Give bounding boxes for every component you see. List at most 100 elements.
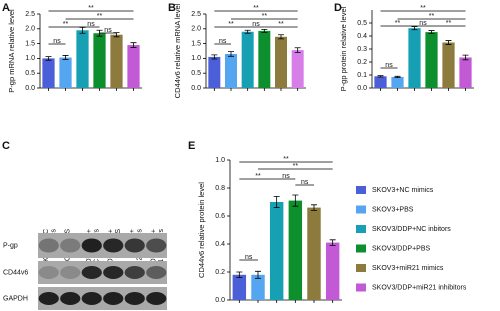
y-tick-label: 0.1 — [357, 72, 367, 79]
y-tick-label: 2.0 — [191, 26, 201, 33]
bar — [42, 58, 55, 88]
bar — [93, 33, 106, 88]
bar — [408, 28, 421, 88]
blot-band — [60, 266, 81, 279]
significance-label: ** — [63, 21, 69, 28]
significance-label: ** — [429, 13, 435, 20]
significance-label: ** — [88, 5, 94, 12]
y-axis-title: CD44v6 relative mRNA level — [173, 3, 182, 98]
blot-band — [81, 292, 102, 305]
blot-band — [146, 238, 167, 253]
bar — [391, 76, 404, 88]
legend-swatch — [356, 225, 366, 233]
blot-band — [38, 238, 59, 253]
significance-label: ** — [395, 20, 401, 27]
significance-label: ns — [419, 20, 427, 27]
y-tick-label: 1.0 — [25, 55, 35, 62]
blot-band — [103, 238, 124, 253]
blot-band — [38, 292, 59, 305]
error-bar — [445, 40, 452, 45]
bar — [127, 45, 140, 88]
panel-label: C — [2, 140, 10, 152]
panel-label: A — [2, 2, 10, 14]
error-bar — [45, 56, 52, 61]
bar — [225, 53, 237, 88]
bar — [76, 30, 89, 89]
bar — [110, 34, 123, 88]
legend-label: SKOV3/DDP+NC inbitors — [372, 226, 451, 233]
blot-band — [81, 266, 102, 279]
error-bar — [329, 239, 336, 246]
significance-label: ns — [104, 27, 112, 34]
error-bar — [130, 42, 137, 48]
error-bar — [255, 270, 261, 279]
blot-band — [124, 238, 145, 253]
blot-band — [103, 292, 124, 305]
error-bar — [273, 196, 280, 208]
error-bar — [462, 54, 469, 61]
blot-band — [60, 238, 81, 253]
significance-label: ** — [253, 5, 259, 12]
legend-swatch — [356, 264, 366, 272]
legend-swatch — [356, 205, 366, 214]
y-tick-label: 0.0 — [215, 297, 225, 304]
error-bar — [377, 75, 384, 78]
row-label: GAPDH — [3, 295, 28, 302]
error-bar — [428, 30, 435, 35]
bar — [59, 57, 72, 88]
y-tick-label: 0.5 — [357, 20, 367, 27]
error-bar — [236, 271, 243, 278]
significance-label: ns — [252, 21, 260, 28]
significance-label: ns — [219, 38, 227, 45]
error-bar — [228, 51, 234, 57]
y-tick-label: 0.3 — [357, 46, 367, 53]
error-bar — [311, 204, 317, 211]
bar — [425, 32, 438, 88]
error-bar — [394, 75, 401, 78]
bar — [288, 200, 303, 300]
y-tick-label: 0.4 — [215, 241, 225, 248]
y-axis-title: P-gp mRNA relative level — [7, 9, 16, 93]
y-tick-label: 0.5 — [191, 70, 201, 77]
panel-label: D — [334, 2, 342, 14]
bar — [269, 202, 284, 300]
legend-swatch — [356, 283, 366, 292]
y-tick-label: 0.2 — [215, 269, 225, 276]
row-label: P-gp — [3, 242, 18, 249]
bar — [208, 56, 221, 88]
blot-band — [60, 292, 81, 305]
blot-band — [124, 266, 145, 279]
error-bar — [261, 28, 268, 33]
blot-band — [146, 292, 167, 305]
y-tick-label: 2.0 — [25, 26, 35, 33]
significance-label: ns — [282, 173, 290, 180]
significance-label: ns — [245, 254, 253, 261]
significance-label: ** — [293, 163, 299, 170]
y-tick-label: 0.2 — [357, 59, 367, 66]
error-bar — [211, 54, 218, 60]
blot-background — [38, 233, 167, 258]
significance-label: ** — [262, 13, 268, 20]
bar — [442, 42, 455, 88]
legend-label: SKOV3+miR21 mimics — [372, 265, 444, 272]
legend-label: SKOV3/DDP+PBS — [372, 245, 430, 252]
legend-label: SKOV3/DDP+miR21 inhibitors — [372, 284, 467, 291]
y-axis-title: CD44v6 relative protein level — [197, 182, 206, 278]
error-bar — [411, 26, 418, 31]
error-bar — [62, 55, 69, 60]
y-tick-label: 1.5 — [25, 40, 35, 47]
legend-label: SKOV3+NC mimics — [372, 187, 434, 194]
error-bar — [278, 34, 284, 40]
significance-label: ns — [53, 38, 61, 45]
significance-label: ** — [283, 156, 289, 163]
bar — [307, 207, 321, 300]
y-tick-label: 0.5 — [25, 70, 35, 77]
bar — [374, 76, 387, 88]
y-tick-label: 0.8 — [215, 185, 225, 192]
significance-label: ** — [97, 13, 103, 20]
significance-label: ns — [87, 21, 95, 28]
significance-label: ** — [255, 173, 261, 180]
significance-label: ** — [446, 20, 452, 27]
blot-band — [81, 238, 102, 253]
bar — [275, 36, 287, 88]
